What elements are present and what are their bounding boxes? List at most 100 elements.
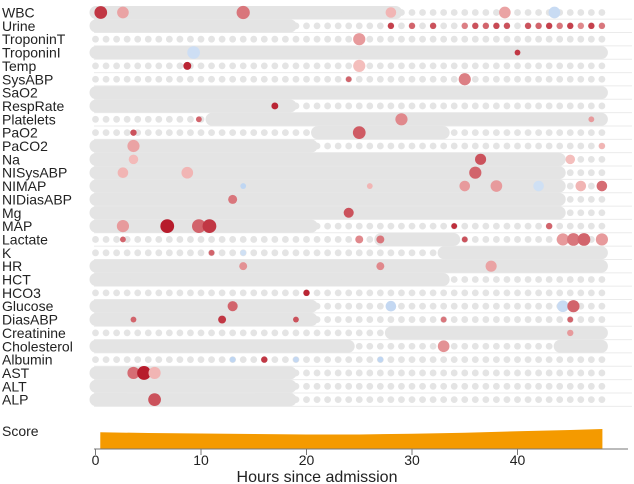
dot-resprate-45 [566,102,574,110]
dot-sao2-0 [92,89,99,96]
highlight-urine-11 [482,22,490,30]
row-label-sysabp: SysABP [2,71,53,87]
dot-diasabp-2 [113,316,120,323]
highlight-wbc-0 [94,6,108,19]
dot-albumin-2 [113,356,120,363]
dot-hr-2 [113,262,120,270]
dot-k-35 [461,249,469,257]
dot-nisysabp-48 [598,169,606,177]
dot-k-15 [250,249,258,257]
dot-lactate-13 [229,236,237,243]
dot-creatinine-17 [271,329,279,337]
dot-albumin-44 [556,356,564,363]
dot-urine-31 [419,22,426,30]
dot-k-7 [165,249,173,257]
dot-k-1 [102,249,110,257]
dot-albumin-23 [334,356,342,363]
dot-paco2-11 [208,142,215,150]
dot-wbc-17 [271,9,279,16]
dot-sysabp-37 [482,75,490,83]
dot-ast-48 [598,369,606,377]
dot-hct-29 [398,276,405,283]
dot-nidiasabp-35 [461,196,469,203]
row-label-mg: Mg [2,205,21,221]
dot-paco2-34 [450,142,458,150]
dot-nisysabp-16 [260,169,268,177]
row-label-resprate: RespRate [2,98,64,114]
dot-albumin-29 [398,356,405,363]
dot-resprate-2 [113,102,120,110]
dot-mg-33 [440,209,448,217]
dot-lactate-38 [493,236,500,243]
score-label: Score [2,423,39,439]
dot-cholesterol-17 [271,342,279,350]
dot-k-13 [229,249,237,257]
dot-urine-9 [187,22,194,30]
dot-glucose-0 [92,302,99,310]
dot-hct-13 [229,276,237,283]
dot-nidiasabp-27 [376,196,384,203]
dot-na-22 [324,155,331,163]
dot-glucose-5 [144,302,152,310]
dot-temp-10 [197,62,205,70]
dot-nimap-21 [313,182,321,190]
dot-diasabp-35 [461,316,469,323]
dot-lactate-9 [187,236,194,243]
dot-na-48 [598,155,606,163]
dot-temp-31 [419,62,426,70]
dot-troponini-38 [493,49,500,56]
highlight-lactate-61 [461,236,468,243]
dot-albumin-42 [535,356,542,363]
dot-hct-15 [250,276,258,283]
dot-paco2-23 [334,142,342,150]
dot-k-39 [503,249,511,257]
dot-urine-27 [376,22,384,30]
highlight-sysabp-27 [345,76,352,83]
dot-sysabp-0 [92,75,99,83]
dot-diasabp-26 [366,316,374,323]
dot-paco2-14 [239,142,247,150]
dot-resprate-24 [345,102,353,110]
dot-nimap-32 [429,182,437,190]
dot-ast-8 [176,369,184,377]
score-track: Score [2,423,603,450]
dot-platelets-8 [176,115,184,123]
dot-nidiasabp-41 [524,196,532,203]
dot-cholesterol-8 [176,342,184,350]
dot-hr-28 [387,262,395,270]
highlight-diasabp-77 [218,315,227,324]
dot-hr-30 [408,262,416,270]
dot-sao2-27 [376,89,384,96]
dot-lactate-30 [408,236,416,243]
dot-hr-35 [461,262,469,270]
dot-sao2-29 [398,89,405,96]
dot-pao2-7 [165,129,173,137]
highlight-albumin-85 [293,356,299,363]
dot-troponini-6 [155,49,163,56]
dot-troponini-44 [556,49,564,56]
dot-mg-32 [429,209,437,217]
dot-na-2 [113,155,120,163]
dot-nisysabp-4 [134,169,142,177]
dot-map-16 [260,222,268,230]
dot-k-33 [440,249,448,257]
row-label-glucose: Glucose [2,298,54,314]
dot-nimap-19 [292,182,300,190]
dot-alt-7 [165,382,173,390]
dot-troponint-44 [556,35,564,43]
dot-na-5 [144,155,152,163]
dot-lactate-23 [334,236,342,243]
dot-hr-25 [355,262,363,270]
dot-sao2-35 [461,89,469,96]
dot-diasabp-36 [471,316,479,323]
dot-paco2-30 [408,142,416,150]
dot-ast-44 [556,369,564,377]
dot-urine-10 [197,22,205,30]
dot-nisysabp-33 [440,169,448,177]
highlight-nimap-48 [575,180,587,192]
dot-diasabp-18 [282,316,289,323]
dot-sysabp-1 [102,75,110,83]
dot-hco3-30 [408,289,416,297]
dot-troponint-14 [239,35,247,43]
dot-alp-32 [429,396,437,404]
